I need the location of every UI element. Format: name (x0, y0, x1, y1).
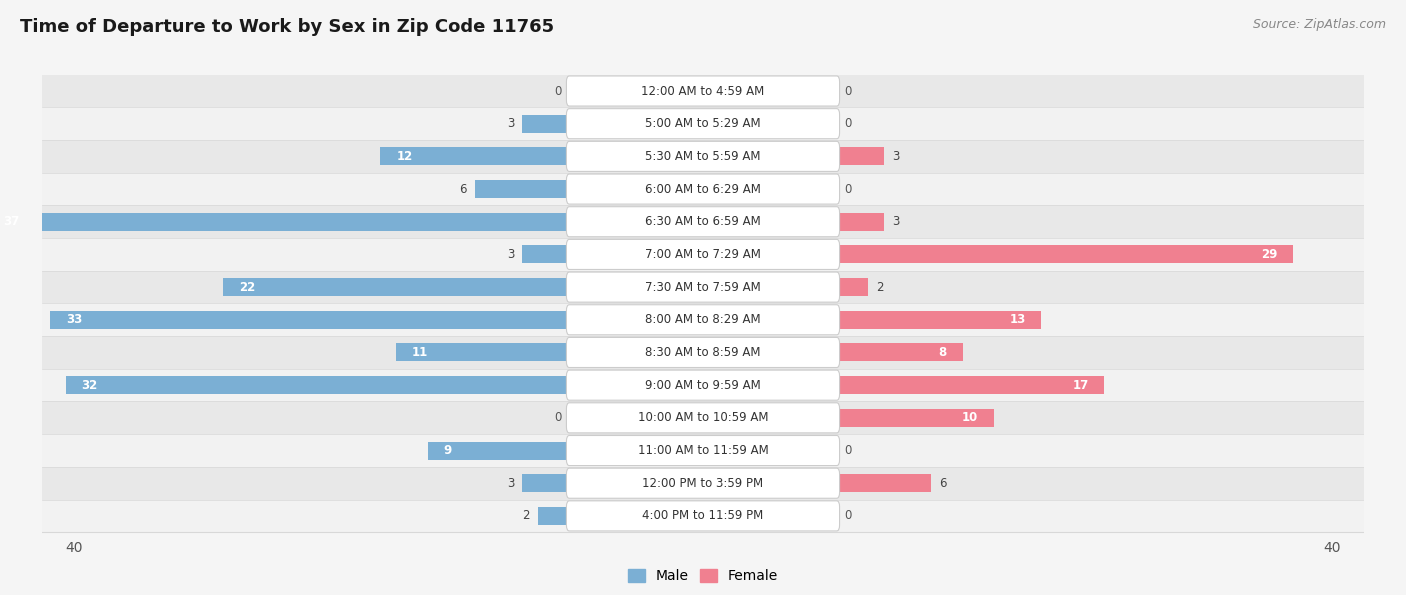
Text: 2: 2 (523, 509, 530, 522)
FancyBboxPatch shape (567, 436, 839, 465)
Text: Source: ZipAtlas.com: Source: ZipAtlas.com (1253, 18, 1386, 31)
Bar (42, 467, 1364, 500)
Text: 12:00 PM to 3:59 PM: 12:00 PM to 3:59 PM (643, 477, 763, 490)
Text: 5:00 AM to 5:29 AM: 5:00 AM to 5:29 AM (645, 117, 761, 130)
Bar (475, 180, 569, 198)
Bar (51, 311, 569, 329)
Bar (224, 278, 569, 296)
FancyBboxPatch shape (567, 239, 839, 270)
Bar (42, 140, 1364, 173)
Text: 13: 13 (1010, 314, 1025, 326)
Bar (837, 245, 1294, 264)
FancyBboxPatch shape (567, 76, 839, 106)
Bar (396, 343, 569, 362)
Text: 0: 0 (845, 117, 852, 130)
Bar (42, 271, 1364, 303)
Bar (537, 507, 569, 525)
Text: 3: 3 (506, 477, 515, 490)
Text: 3: 3 (891, 215, 900, 228)
Text: 11:00 AM to 11:59 AM: 11:00 AM to 11:59 AM (638, 444, 768, 457)
Text: 3: 3 (506, 248, 515, 261)
Text: 11: 11 (412, 346, 429, 359)
Bar (42, 434, 1364, 467)
Bar (42, 238, 1364, 271)
Text: 7:30 AM to 7:59 AM: 7:30 AM to 7:59 AM (645, 281, 761, 293)
Bar (66, 376, 569, 394)
Text: 0: 0 (554, 84, 561, 98)
Bar (837, 409, 994, 427)
Text: 6: 6 (939, 477, 946, 490)
Bar (522, 115, 569, 133)
Text: 0: 0 (554, 411, 561, 424)
Bar (42, 500, 1364, 533)
Bar (427, 441, 569, 459)
Bar (42, 303, 1364, 336)
Text: 12:00 AM to 4:59 AM: 12:00 AM to 4:59 AM (641, 84, 765, 98)
Bar (837, 213, 884, 231)
Bar (522, 245, 569, 264)
Text: 0: 0 (845, 84, 852, 98)
Bar (837, 311, 1042, 329)
FancyBboxPatch shape (567, 468, 839, 498)
Text: 0: 0 (845, 183, 852, 196)
Text: 8: 8 (939, 346, 946, 359)
Text: 6: 6 (460, 183, 467, 196)
Text: 3: 3 (891, 150, 900, 163)
Text: 22: 22 (239, 281, 254, 293)
FancyBboxPatch shape (567, 337, 839, 368)
Bar (42, 74, 1364, 107)
FancyBboxPatch shape (567, 174, 839, 204)
Text: 29: 29 (1261, 248, 1277, 261)
Text: 10:00 AM to 10:59 AM: 10:00 AM to 10:59 AM (638, 411, 768, 424)
Bar (837, 376, 1104, 394)
FancyBboxPatch shape (567, 370, 839, 400)
FancyBboxPatch shape (567, 142, 839, 171)
Bar (42, 205, 1364, 238)
Bar (837, 148, 884, 165)
Text: 8:00 AM to 8:29 AM: 8:00 AM to 8:29 AM (645, 314, 761, 326)
Bar (837, 343, 963, 362)
Text: 32: 32 (82, 378, 98, 392)
FancyBboxPatch shape (567, 305, 839, 335)
Text: Time of Departure to Work by Sex in Zip Code 11765: Time of Departure to Work by Sex in Zip … (20, 18, 554, 36)
Text: 10: 10 (962, 411, 979, 424)
FancyBboxPatch shape (567, 403, 839, 433)
FancyBboxPatch shape (567, 109, 839, 139)
Text: 37: 37 (3, 215, 20, 228)
Bar (837, 474, 931, 492)
Text: 7:00 AM to 7:29 AM: 7:00 AM to 7:29 AM (645, 248, 761, 261)
Text: 9: 9 (443, 444, 451, 457)
Text: 12: 12 (396, 150, 412, 163)
Text: 17: 17 (1073, 378, 1088, 392)
Text: 6:30 AM to 6:59 AM: 6:30 AM to 6:59 AM (645, 215, 761, 228)
Text: 0: 0 (845, 509, 852, 522)
Bar (522, 474, 569, 492)
Bar (837, 278, 868, 296)
Text: 9:00 AM to 9:59 AM: 9:00 AM to 9:59 AM (645, 378, 761, 392)
FancyBboxPatch shape (567, 206, 839, 237)
Text: 3: 3 (506, 117, 515, 130)
Bar (381, 148, 569, 165)
Bar (42, 336, 1364, 369)
Legend: Male, Female: Male, Female (623, 564, 783, 589)
Text: 0: 0 (845, 444, 852, 457)
Bar (42, 402, 1364, 434)
Bar (0, 213, 569, 231)
Text: 33: 33 (66, 314, 82, 326)
Bar (42, 173, 1364, 205)
Text: 8:30 AM to 8:59 AM: 8:30 AM to 8:59 AM (645, 346, 761, 359)
FancyBboxPatch shape (567, 272, 839, 302)
Bar (42, 369, 1364, 402)
Text: 6:00 AM to 6:29 AM: 6:00 AM to 6:29 AM (645, 183, 761, 196)
Bar (42, 107, 1364, 140)
Text: 4:00 PM to 11:59 PM: 4:00 PM to 11:59 PM (643, 509, 763, 522)
Text: 5:30 AM to 5:59 AM: 5:30 AM to 5:59 AM (645, 150, 761, 163)
Text: 2: 2 (876, 281, 883, 293)
FancyBboxPatch shape (567, 501, 839, 531)
